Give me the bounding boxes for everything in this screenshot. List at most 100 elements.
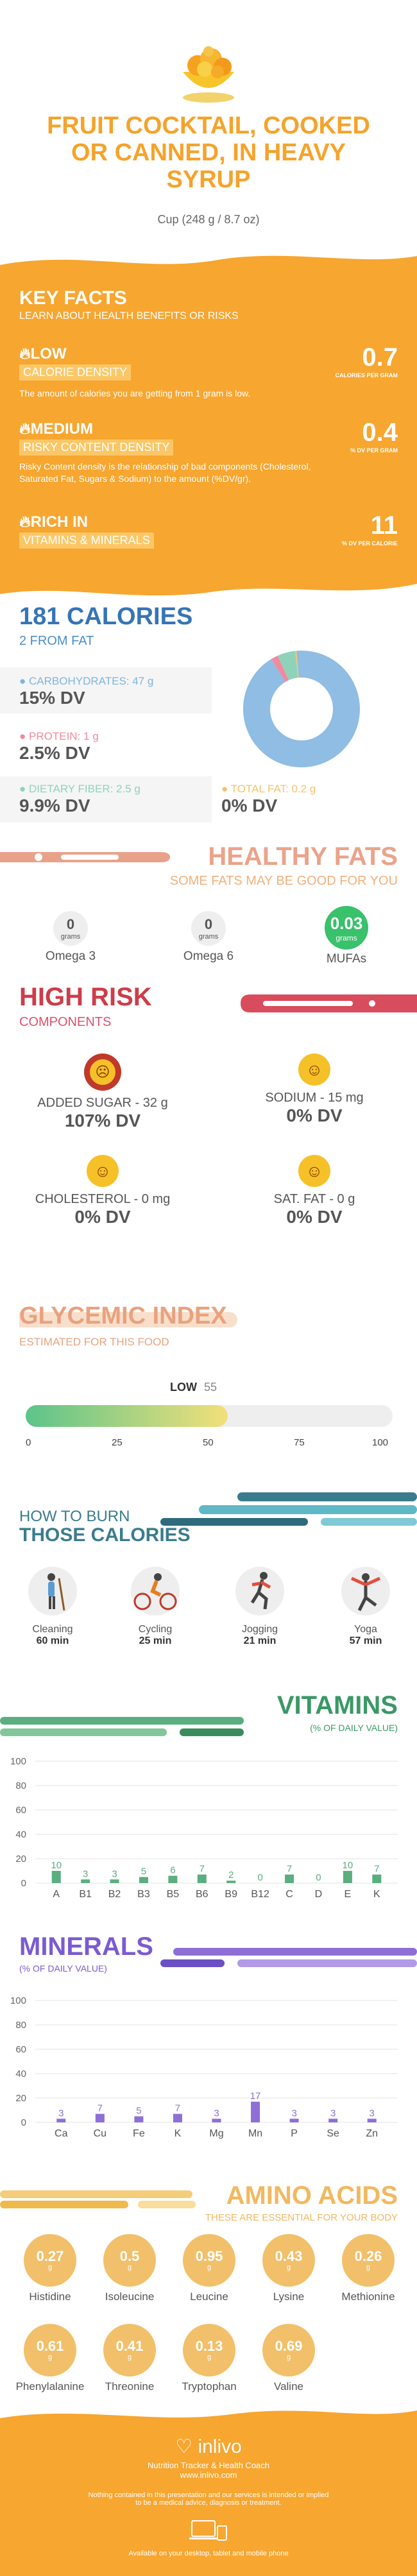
- bar: [56, 2119, 66, 2122]
- fire-icon: 🔥︎: [19, 345, 31, 363]
- x-tick-label: Fe: [133, 2128, 145, 2139]
- bar-value-label: 2: [228, 1870, 234, 1881]
- title-line-3: SYRUP: [166, 166, 251, 193]
- heart-icon: ♡: [175, 2436, 193, 2457]
- burn-cycling: Cycling 25 min: [117, 1565, 194, 1647]
- amino-name: Methionine: [341, 2290, 395, 2303]
- x-tick-label: Mn: [248, 2128, 262, 2139]
- glycemic-ticks: 0 25 50 75 100: [26, 1437, 393, 1450]
- x-tick-label: B12: [251, 1889, 269, 1900]
- minerals-title: MINERALS: [19, 1932, 153, 1961]
- amino-name: Histidine: [29, 2290, 71, 2303]
- bar-value-label: 6: [170, 1865, 175, 1876]
- x-tick-label: E: [345, 1889, 352, 1900]
- vitamins-deco: [0, 1717, 244, 1736]
- amino-value: 0.43: [275, 2248, 303, 2264]
- bar-value-label: 7: [374, 1864, 379, 1875]
- fat-unit: grams: [60, 933, 81, 941]
- amino-unit: g: [207, 2353, 212, 2361]
- y-tick-label: 60: [15, 1805, 26, 1816]
- bar: [134, 2116, 144, 2122]
- x-tick-label: Cu: [94, 2128, 106, 2139]
- bar: [95, 2113, 105, 2122]
- bar: [367, 2119, 377, 2122]
- key-fact-rich: 🔥︎RICH IN VITAMINS & MINERALS: [19, 513, 154, 549]
- cycling-icon: [131, 1567, 180, 1616]
- amino-value: 0.27: [36, 2248, 64, 2264]
- key-facts-bottom-wave: [0, 575, 417, 596]
- fiber-item: ● DIETARY FIBER: 2.5 g 9.9% DV: [19, 783, 140, 816]
- amino-unit: g: [127, 2264, 132, 2271]
- risk-label: ADDED SUGAR - 32 g: [37, 1096, 168, 1110]
- footer-url[interactable]: www.inlivo.com: [180, 2470, 237, 2480]
- calories-from-fat: 2 FROM FAT: [19, 634, 94, 648]
- risk-sat-fat: ☺︎ SAT. FAT - 0 g 0% DV: [231, 1155, 398, 1227]
- amino-name: Isoleucine: [105, 2290, 155, 2303]
- minerals-subtitle: (% OF DAILY VALUE): [19, 1963, 107, 1974]
- key-fact-label: VITAMINS & MINERALS: [19, 533, 154, 549]
- key-fact-value: 0.4: [362, 418, 398, 447]
- activity-time: 60 min: [36, 1635, 69, 1646]
- minerals-deco: [160, 1948, 417, 1967]
- amino-name: Threonine: [105, 2380, 155, 2393]
- glycemic-reading: LOW 55: [170, 1381, 217, 1394]
- key-facts-wave: [0, 255, 417, 276]
- x-tick-label: C: [285, 1889, 293, 1900]
- bar-value-label: 7: [200, 1864, 205, 1875]
- footer-brand[interactable]: inlivo: [198, 2436, 242, 2457]
- bar: [212, 2119, 221, 2122]
- amino-unit: g: [127, 2353, 132, 2361]
- bar: [51, 1871, 61, 1883]
- activity-time: 57 min: [349, 1635, 382, 1646]
- protein-item: ● PROTEIN: 1 g 2.5% DV: [19, 730, 99, 763]
- x-tick-label: Se: [327, 2128, 339, 2139]
- donut-slice-carbs: [243, 651, 360, 767]
- amino-item: 0.26 g Methionine: [331, 2234, 405, 2303]
- fat-name: Omega 6: [183, 950, 234, 963]
- bar-value-label: 3: [214, 2108, 219, 2119]
- activity-name: Cycling: [138, 1624, 173, 1635]
- high-risk-subtitle: COMPONENTS: [19, 1015, 112, 1029]
- bar: [168, 1875, 178, 1883]
- fat-name: MUFAs: [326, 952, 367, 966]
- amino-unit: g: [47, 2353, 53, 2361]
- key-fact-label: CALORIE DENSITY: [19, 364, 132, 380]
- nutrient-dv: 0% DV: [221, 796, 278, 815]
- bar-value-label: 3: [291, 2108, 296, 2119]
- amino-title: AMINO ACIDS: [226, 2181, 398, 2210]
- key-fact-value-2: 0.4 % DV PER GRAM: [350, 418, 398, 454]
- risk-added-sugar: ☹︎ ADDED SUGAR - 32 g 107% DV: [19, 1053, 186, 1131]
- vitamins-title: VITAMINS: [277, 1691, 398, 1719]
- key-fact-medium: 🔥︎MEDIUM RISKY CONTENT DENSITY Risky Con…: [19, 420, 379, 485]
- calories-title: 181 CALORIES: [19, 603, 193, 630]
- key-fact-value-3: 11 % DV PER CALORIE: [342, 511, 398, 547]
- gi-tick: 0: [26, 1437, 31, 1448]
- burn-jogging: Jogging 21 min: [221, 1565, 298, 1647]
- amino-value: 0.13: [195, 2338, 223, 2354]
- bar: [226, 1881, 236, 1883]
- carbs-row-bg: [0, 667, 212, 713]
- bar-value-label: 5: [141, 1866, 146, 1877]
- key-facts-section: [0, 275, 417, 581]
- amino-subtitle: THESE ARE ESSENTIAL FOR YOUR BODY: [205, 2212, 398, 2223]
- key-fact-desc: The amount of calories you are getting f…: [19, 388, 251, 398]
- bar: [110, 1879, 119, 1883]
- x-tick-label: B2: [108, 1889, 121, 1900]
- y-tick-label: 80: [15, 1780, 26, 1791]
- y-tick-label: 60: [15, 2044, 26, 2055]
- yoga-icon: [341, 1567, 390, 1616]
- y-tick-label: 40: [15, 2068, 26, 2079]
- burn-title-1: HOW TO BURN: [19, 1508, 130, 1525]
- footer-content: ♡ inlivo Nutrition Tracker & Health Coac…: [0, 2435, 417, 2557]
- dot-icon: ●: [19, 783, 26, 795]
- gi-tick: 100: [372, 1437, 389, 1448]
- serving-size: Cup (248 g / 8.7 oz): [157, 213, 260, 226]
- amino-value: 0.69: [275, 2338, 303, 2354]
- y-tick-label: 80: [15, 2020, 26, 2031]
- nutrient-label: TOTAL FAT: 0.2 g: [230, 783, 316, 795]
- y-tick-label: 20: [15, 1854, 26, 1864]
- healthy-fats-title: HEALTHY FATS: [208, 842, 398, 871]
- activity-time: 25 min: [139, 1635, 172, 1646]
- x-tick-label: K: [174, 2128, 182, 2139]
- fire-icon: 🔥︎: [19, 513, 31, 531]
